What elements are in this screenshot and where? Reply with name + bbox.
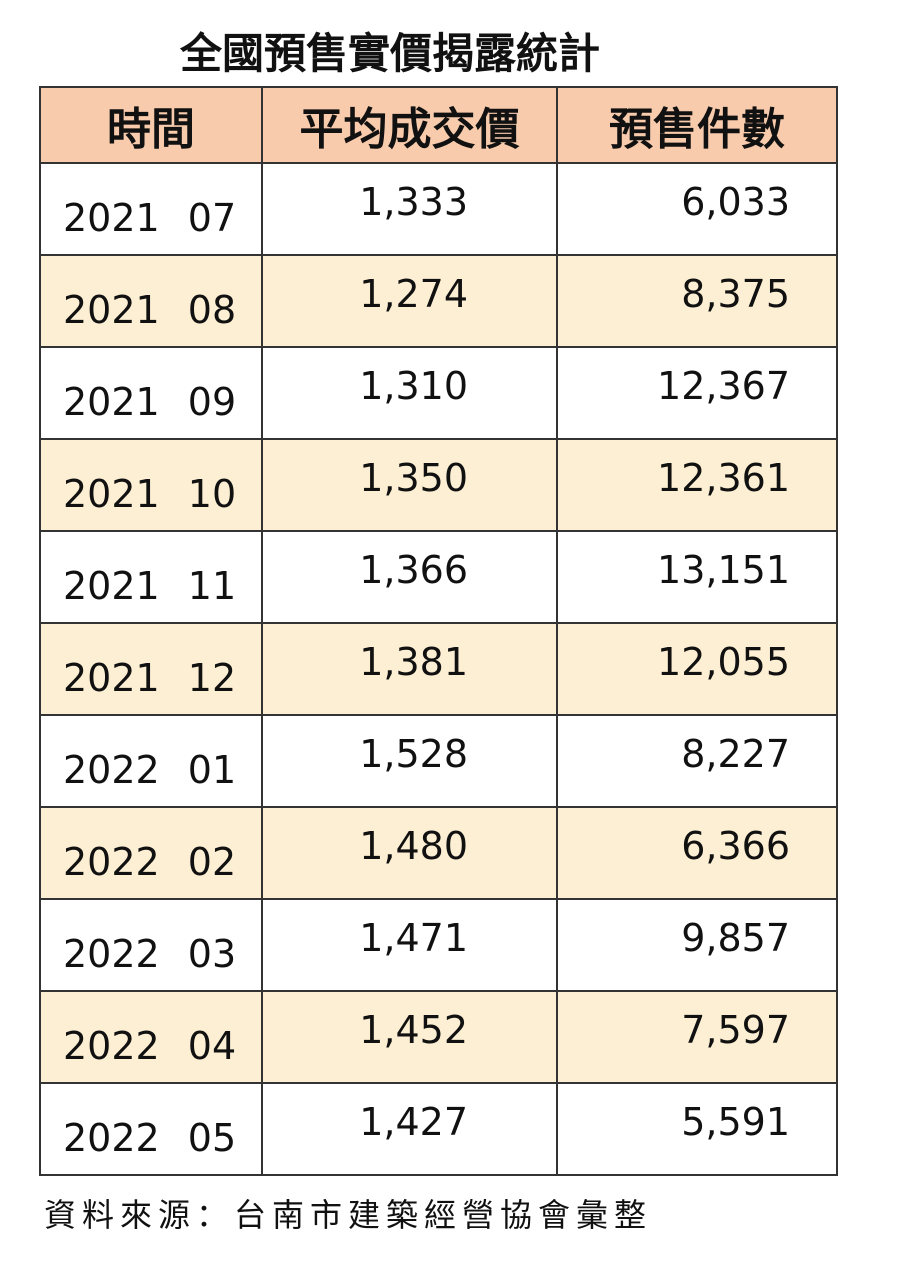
table-cell: 6,366 [556,806,838,900]
table-cell: 1,333 [261,162,558,256]
table-cell: 1,274 [261,254,558,348]
table-cell: 5,591 [556,1082,838,1176]
table-cell: 6,033 [556,162,838,256]
table-cell: 1,480 [261,806,558,900]
table-cell: 9,857 [556,898,838,992]
table-cell: 1,310 [261,346,558,440]
table-cell: 8,227 [556,714,838,808]
table-cell: 2021 10 [39,438,263,532]
table-cell: 2022 03 [39,898,263,992]
table-cell: 2021 08 [39,254,263,348]
table-cell: 2021 07 [39,162,263,256]
table-cell: 1,381 [261,622,558,716]
table-cell: 1,350 [261,438,558,532]
table-cell: 1,366 [261,530,558,624]
table-cell: 2021 12 [39,622,263,716]
table-cell: 12,055 [556,622,838,716]
table-cell: 12,361 [556,438,838,532]
title: 全國預售實價揭露統計 [179,29,600,78]
table-cell: 12,367 [556,346,838,440]
header-cell: 平均成交價 [261,86,558,164]
table-cell: 8,375 [556,254,838,348]
header-cell: 時間 [39,86,263,164]
table-cell: 2022 01 [39,714,263,808]
table-cell: 2022 04 [39,990,263,1084]
table-cell: 2021 11 [39,530,263,624]
table-cell: 7,597 [556,990,838,1084]
table-cell: 2022 05 [39,1082,263,1176]
table-cell: 1,471 [261,898,558,992]
source-note: 資料來源：台南市建築經營協會彙整 [44,1196,653,1234]
table-cell: 2021 09 [39,346,263,440]
table-cell: 1,452 [261,990,558,1084]
table-cell: 1,427 [261,1082,558,1176]
table-cell: 1,528 [261,714,558,808]
header-cell: 預售件數 [556,86,838,164]
table-cell: 2022 02 [39,806,263,900]
table-cell: 13,151 [556,530,838,624]
